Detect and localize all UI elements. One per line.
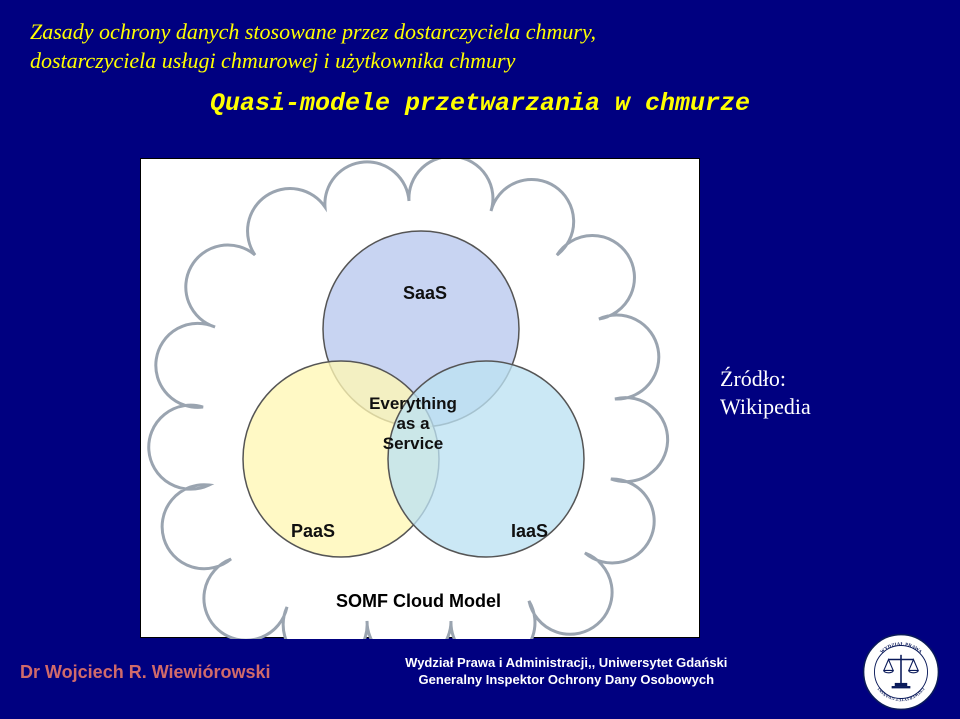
- page-header: Zasady ochrony danych stosowane przez do…: [0, 0, 960, 75]
- source-label: Źródło:: [720, 365, 811, 393]
- header-line2: dostarczyciela usługi chmurowej i użytko…: [30, 47, 930, 76]
- source-attribution: Źródło: Wikipedia: [720, 365, 811, 420]
- source-value: Wikipedia: [720, 393, 811, 421]
- footer: Dr Wojciech R. Wiewiórowski Wydział Praw…: [0, 633, 960, 711]
- venn-label-iaas: IaaS: [511, 521, 548, 541]
- author-name: Dr Wojciech R. Wiewiórowski: [20, 662, 271, 683]
- model-label: SOMF Cloud Model: [336, 591, 501, 611]
- affil-line2: Generalny Inspektor Ochrony Dany Osobowy…: [291, 672, 842, 689]
- venn-circle-iaas: [388, 361, 584, 557]
- header-line1: Zasady ochrony danych stosowane przez do…: [30, 18, 930, 47]
- cloud-model-diagram: SaaSPaaSIaaS Everythingas aService SOMF …: [140, 158, 700, 638]
- venn-label-saas: SaaS: [403, 283, 447, 303]
- affiliation: Wydział Prawa i Administracji,, Uniwersy…: [291, 655, 842, 689]
- university-seal-icon: WYDZIAŁ PRAWA UNIWERSYTET GDAŃSKI: [862, 633, 940, 711]
- subtitle: Quasi-modele przetwarzania w chmurze: [0, 89, 960, 118]
- affil-line1: Wydział Prawa i Administracji,, Uniwersy…: [291, 655, 842, 672]
- venn-label-paas: PaaS: [291, 521, 335, 541]
